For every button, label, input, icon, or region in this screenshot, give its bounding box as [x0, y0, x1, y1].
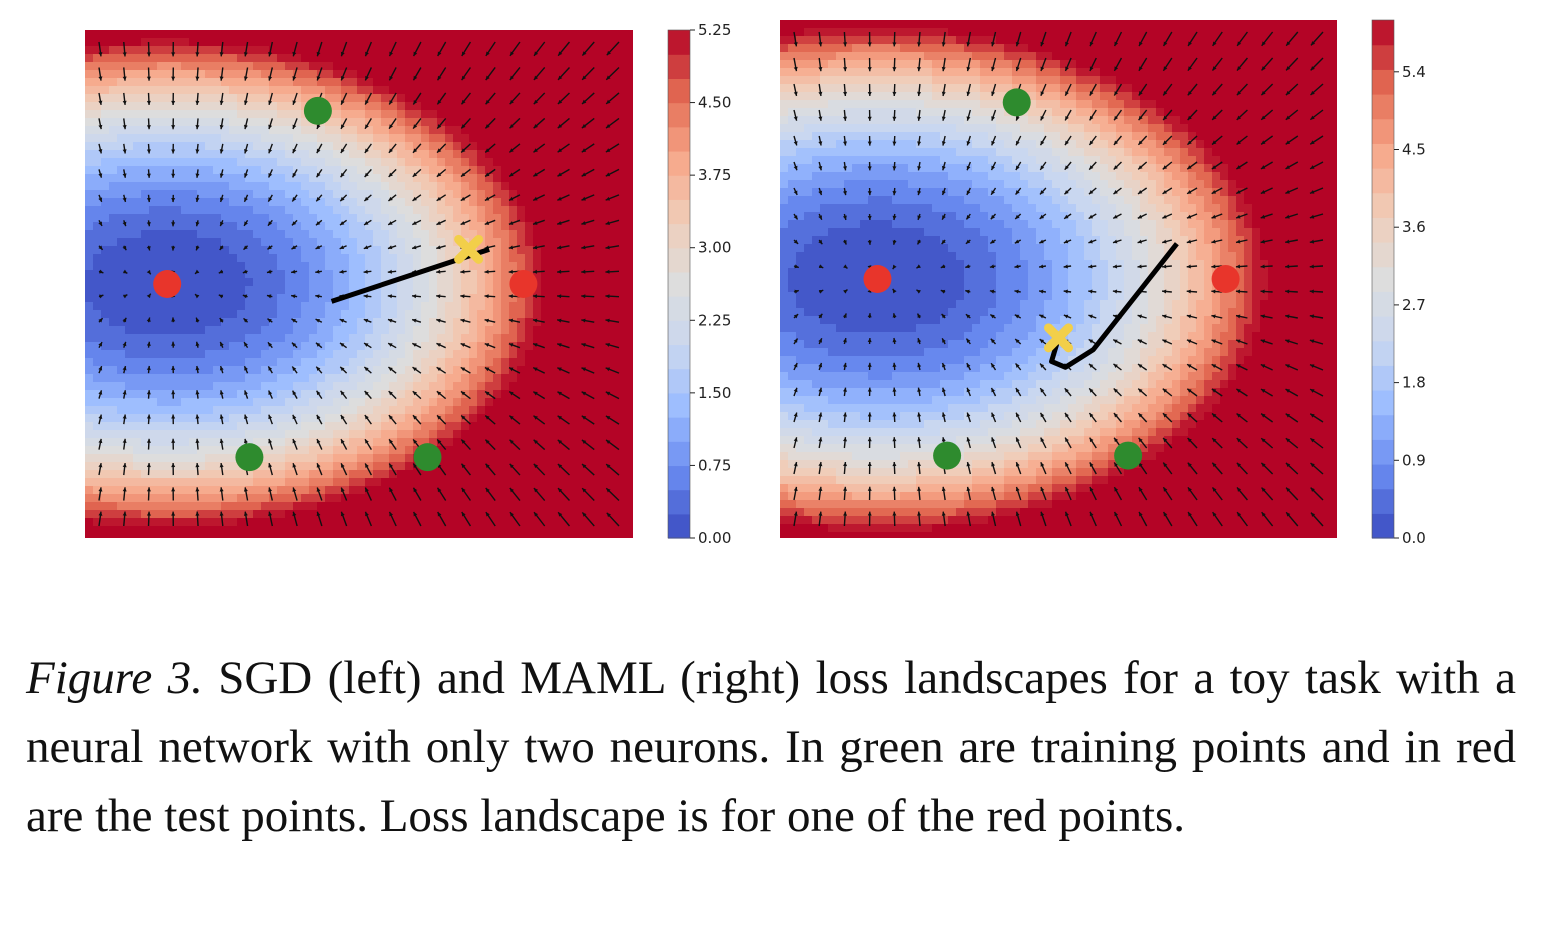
colorbar-tick-label: 3.00	[698, 239, 731, 257]
colorbar-tick-label: 0.00	[698, 529, 731, 547]
colorbar-tick-label: 4.50	[698, 94, 731, 112]
train-point	[1002, 88, 1031, 117]
train-point	[933, 441, 962, 470]
colorbar-tick-label: 5.4	[1402, 63, 1426, 81]
start-marker	[454, 234, 484, 264]
colorbar-tick-label: 4.5	[1402, 141, 1426, 159]
colorbar-tick-label: 3.6	[1402, 218, 1426, 236]
train-point	[303, 96, 332, 125]
loss-contour-field	[85, 30, 633, 538]
train-point	[235, 443, 264, 472]
test-point	[153, 270, 182, 298]
right-colorbar: 0.0 0.9 1.8 2.7 3.6 4.5 5.4	[1371, 19, 1426, 547]
colorbar-tick-label: 0.75	[698, 456, 731, 474]
loss-contour-field	[780, 20, 1337, 538]
caption-lead: Figure 3.	[26, 652, 203, 704]
gradient-quiver	[793, 31, 1324, 527]
test-point	[863, 265, 892, 293]
test-point	[509, 270, 538, 298]
left-colorbar: 0.00 0.75 1.50 2.25 3.00 3.75 4.50 5.25	[667, 21, 731, 547]
colorbar-tick-label: 1.8	[1402, 374, 1426, 392]
left-panel-sgd	[85, 30, 633, 538]
caption-text: SGD (left) and MAML (right) loss landsca…	[26, 652, 1516, 842]
train-point	[413, 443, 442, 472]
colorbar-tick-label: 3.75	[698, 166, 731, 184]
start-marker	[1044, 323, 1073, 353]
colorbar-tick-label: 2.7	[1402, 296, 1426, 314]
colorbar-tick-label: 0.9	[1402, 451, 1426, 469]
colorbar-tick-label: 5.25	[698, 21, 731, 39]
figure-3: 0.00 0.75 1.50 2.25 3.00 3.75 4.50 5.25 0.0 0.9 1…	[85, 19, 1426, 547]
train-point	[1114, 441, 1143, 470]
colorbar-tick-label: 2.25	[698, 311, 731, 329]
right-panel-maml	[780, 20, 1337, 538]
colorbar-tick-label: 0.0	[1402, 529, 1426, 547]
colorbar-tick-label: 1.50	[698, 384, 731, 402]
optimization-path	[1049, 242, 1179, 370]
gradient-quiver	[98, 41, 620, 527]
figure-caption: Figure 3. SGD (left) and MAML (right) lo…	[26, 644, 1516, 851]
test-point	[1211, 265, 1240, 293]
